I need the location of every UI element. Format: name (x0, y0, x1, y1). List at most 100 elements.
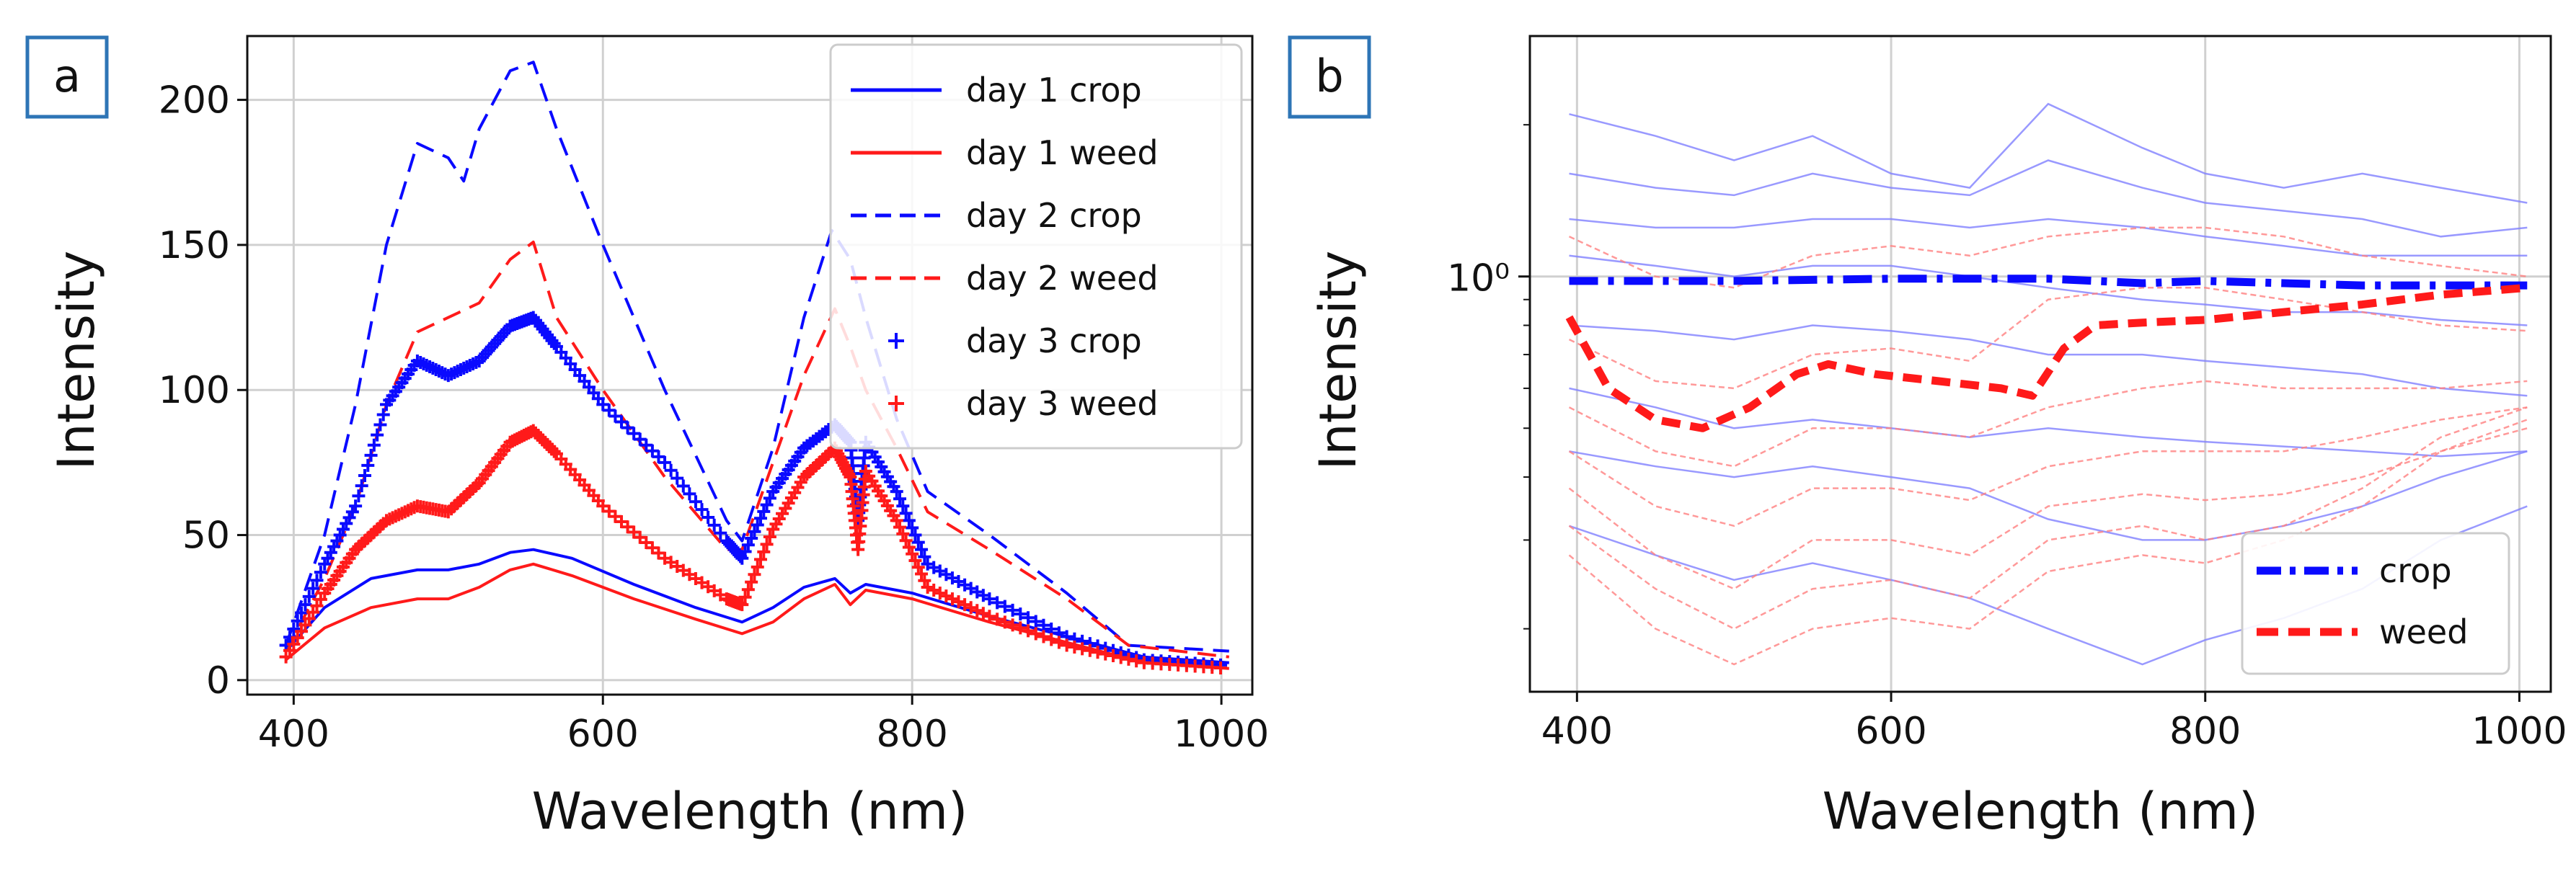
series-day-3-weed-point (1029, 627, 1043, 641)
panel-a-x-tick-label: 1000 (1174, 713, 1269, 756)
series-day-3-crop-point (639, 438, 653, 452)
series-day-3-weed-point (1099, 647, 1112, 661)
panel-a-legend-box (829, 43, 1243, 450)
panel-b-x-tick-label: 800 (2169, 710, 2241, 753)
series-day-3-weed-point (735, 598, 749, 612)
sample-crop-line (1569, 387, 2528, 458)
series-day-3-weed-point (1060, 638, 1074, 652)
legend-day-3-weed-swatch (888, 396, 904, 411)
panel-a-tag: a (53, 50, 81, 102)
series-day-3-crop-point (760, 498, 774, 512)
panel-b-legend-box (2241, 532, 2510, 675)
series-day-3-weed-point (902, 540, 916, 554)
series-day-3-weed-point (754, 553, 768, 566)
sample-weed-line (1568, 287, 2528, 390)
sample-crop-line (1569, 324, 2528, 397)
series-day-3-crop-point (748, 525, 761, 538)
series-day-3-crop-point (314, 566, 327, 579)
legend-day-2-weed-label: day 2 weed (966, 259, 1159, 298)
series-mean-crop-line (1569, 275, 2528, 290)
series-day-3-crop-point (652, 450, 665, 463)
series-day-3-crop-point (741, 538, 755, 552)
sample-weed-line (1568, 406, 2528, 527)
series-day-3-crop-point (1006, 603, 1019, 617)
legend-day-3-crop-swatch (888, 333, 904, 349)
panel-a-series (279, 61, 1230, 674)
series-day-3-weed-point (1106, 649, 1120, 663)
series-day-3-crop-point (371, 428, 384, 442)
panel-a-y-tick-label: 200 (159, 79, 230, 122)
series-day-3-weed-point (911, 561, 925, 574)
series-day-3-crop-point (689, 495, 702, 509)
series-day-3-crop-point (735, 551, 749, 565)
series-day-3-weed-point (1068, 640, 1081, 654)
panel-a-x-tick-label: 400 (258, 713, 329, 756)
series-day-3-crop-point (899, 507, 913, 520)
series-day-3-crop-point (364, 448, 378, 462)
series-day-3-crop-point (1014, 607, 1027, 621)
series-day-3-crop-point (911, 535, 925, 549)
series-day-3-crop-point (664, 463, 678, 477)
series-day-3-weed-point (547, 445, 561, 458)
series-day-2-crop-line (284, 61, 1229, 653)
series-day-3-weed-point (1022, 624, 1035, 638)
series-day-3-weed-point (1014, 621, 1027, 635)
series-day-3-crop-point (633, 432, 647, 446)
legend-weed-label: weed (2379, 612, 2468, 651)
legend-day-2-crop-label: day 2 crop (966, 196, 1142, 235)
series-day-3-weed-point (915, 567, 929, 581)
series-day-3-weed-point (906, 547, 919, 561)
panel-a-y-tick-label: 0 (206, 659, 230, 703)
series-day-3-crop-point (295, 606, 309, 620)
series-day-3-crop-point (906, 521, 919, 535)
legend-day-1-crop-label: day 1 crop (966, 71, 1142, 110)
series-day-3-weed-point (933, 587, 947, 600)
series-day-3-crop-point (751, 518, 764, 532)
panel-a-legend: day 1 crop day 1 weed day 2 crop day 2 weed… (829, 43, 1243, 450)
series-day-3-crop-point (915, 543, 929, 556)
series-day-3-crop-point (1022, 611, 1035, 625)
series-day-3-weed-point (921, 581, 934, 594)
series-day-3-crop-point (754, 512, 768, 525)
series-day-3-weed-point (1091, 646, 1105, 659)
series-day-3-crop-point (701, 510, 715, 524)
series-day-3-crop-point (1029, 615, 1043, 628)
series-day-3-crop-point (352, 489, 366, 503)
series-day-3-crop-point (991, 596, 1004, 610)
series-day-3-crop-point (302, 589, 316, 603)
series-day-3-weed-point (1076, 642, 1089, 656)
series-day-3-weed-point (1045, 633, 1058, 646)
series-day-3-weed-point (1052, 636, 1066, 649)
series-day-3-crop-point (361, 458, 375, 472)
series-day-3-weed-point (1037, 630, 1050, 643)
series-day-3-crop-point (376, 408, 390, 422)
sample-crop-line (1569, 159, 2528, 238)
series-day-3-weed-point (908, 553, 922, 567)
panel-b-series (1565, 102, 2528, 666)
series-day-3-weed-point (748, 568, 761, 581)
series-day-3-weed-point (1114, 651, 1128, 664)
sample-weed-line (1568, 419, 2528, 666)
series-day-3-crop-point (763, 491, 776, 505)
series-day-3-crop-point (621, 421, 634, 434)
series-day-3-weed-point (1122, 652, 1136, 666)
panel-a-plot-frame (246, 35, 1254, 696)
sample-weed-line (1568, 380, 2528, 468)
series-day-3-crop-point (645, 444, 659, 458)
series-day-3-weed-point (890, 514, 903, 527)
panel-b-x-tick-label: 600 (1855, 710, 1926, 753)
series-day-1-crop-line (285, 548, 1229, 664)
series-day-3-weed-point (1083, 643, 1097, 657)
panel-a-x-axis-label: Wavelength (nm) (532, 782, 968, 841)
sample-weed-line (1568, 406, 2528, 630)
series-day-3-crop-point (287, 623, 301, 636)
series-day-3-weed-point (763, 530, 776, 543)
series-day-3-crop-point (310, 574, 324, 587)
panel-b-y-tick-label: 10⁰ (1447, 257, 1510, 300)
series-day-3-crop-point (707, 518, 721, 532)
series-day-1-weed-line (285, 562, 1229, 670)
series-day-3-weed-point (1214, 661, 1228, 674)
series-day-3-weed-point (896, 527, 910, 540)
series-day-3-crop-point (602, 404, 616, 417)
legend-day-3-weed-label: day 3 weed (966, 384, 1159, 423)
